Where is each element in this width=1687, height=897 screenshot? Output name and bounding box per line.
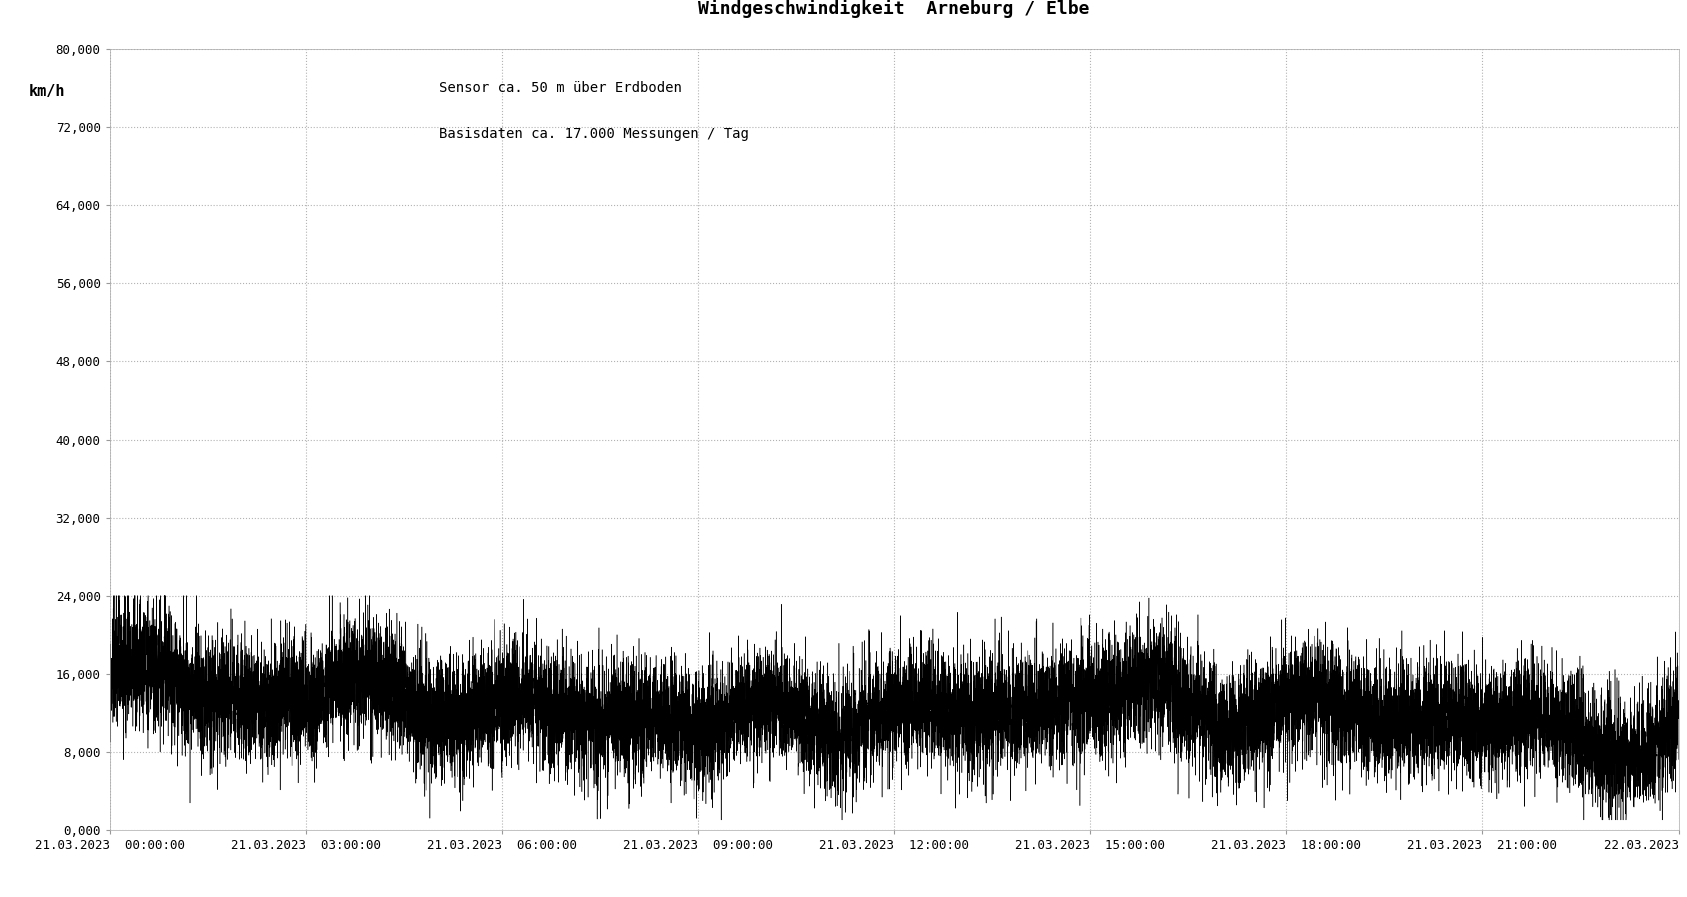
Text: Windgeschwindigkeit  Arneburg / Elbe: Windgeschwindigkeit Arneburg / Elbe <box>698 0 1090 18</box>
Text: km/h: km/h <box>29 84 66 100</box>
Text: Basisdaten ca. 17.000 Messungen / Tag: Basisdaten ca. 17.000 Messungen / Tag <box>439 127 749 142</box>
Text: Sensor ca. 50 m über Erdboden: Sensor ca. 50 m über Erdboden <box>439 81 682 94</box>
